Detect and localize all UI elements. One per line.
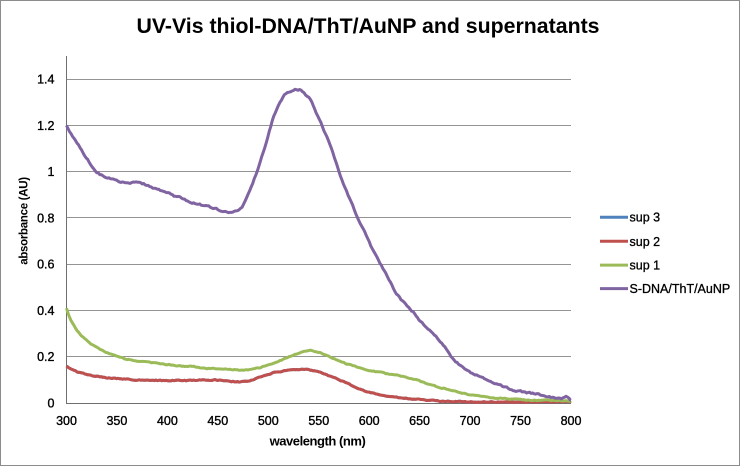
svg-text:1.2: 1.2 (37, 119, 54, 133)
svg-text:400: 400 (157, 414, 178, 428)
svg-text:700: 700 (460, 414, 481, 428)
svg-text:0.2: 0.2 (37, 350, 54, 364)
svg-text:300: 300 (56, 414, 77, 428)
svg-text:sup 2: sup 2 (630, 235, 661, 249)
svg-text:600: 600 (359, 414, 380, 428)
svg-text:500: 500 (258, 414, 279, 428)
svg-text:wavelength (nm): wavelength (nm) (269, 434, 366, 449)
svg-text:800: 800 (561, 414, 582, 428)
svg-text:0.8: 0.8 (37, 211, 54, 225)
svg-text:0: 0 (48, 397, 55, 411)
svg-text:1.4: 1.4 (37, 73, 54, 87)
svg-text:550: 550 (308, 414, 329, 428)
svg-text:absorbance (AU): absorbance (AU) (19, 177, 31, 265)
svg-text:sup 3: sup 3 (630, 211, 661, 225)
svg-text:S-DNA/ThT/AuNP: S-DNA/ThT/AuNP (630, 282, 731, 296)
svg-text:350: 350 (106, 414, 127, 428)
svg-text:750: 750 (510, 414, 531, 428)
svg-text:0.4: 0.4 (37, 304, 54, 318)
svg-text:sup 1: sup 1 (630, 259, 661, 273)
svg-text:450: 450 (207, 414, 228, 428)
svg-text:UV-Vis thiol-DNA/ThT/AuNP and: UV-Vis thiol-DNA/ThT/AuNP and supernatan… (136, 14, 599, 38)
svg-text:0.6: 0.6 (37, 258, 54, 272)
svg-text:650: 650 (409, 414, 430, 428)
svg-text:1: 1 (48, 165, 55, 179)
